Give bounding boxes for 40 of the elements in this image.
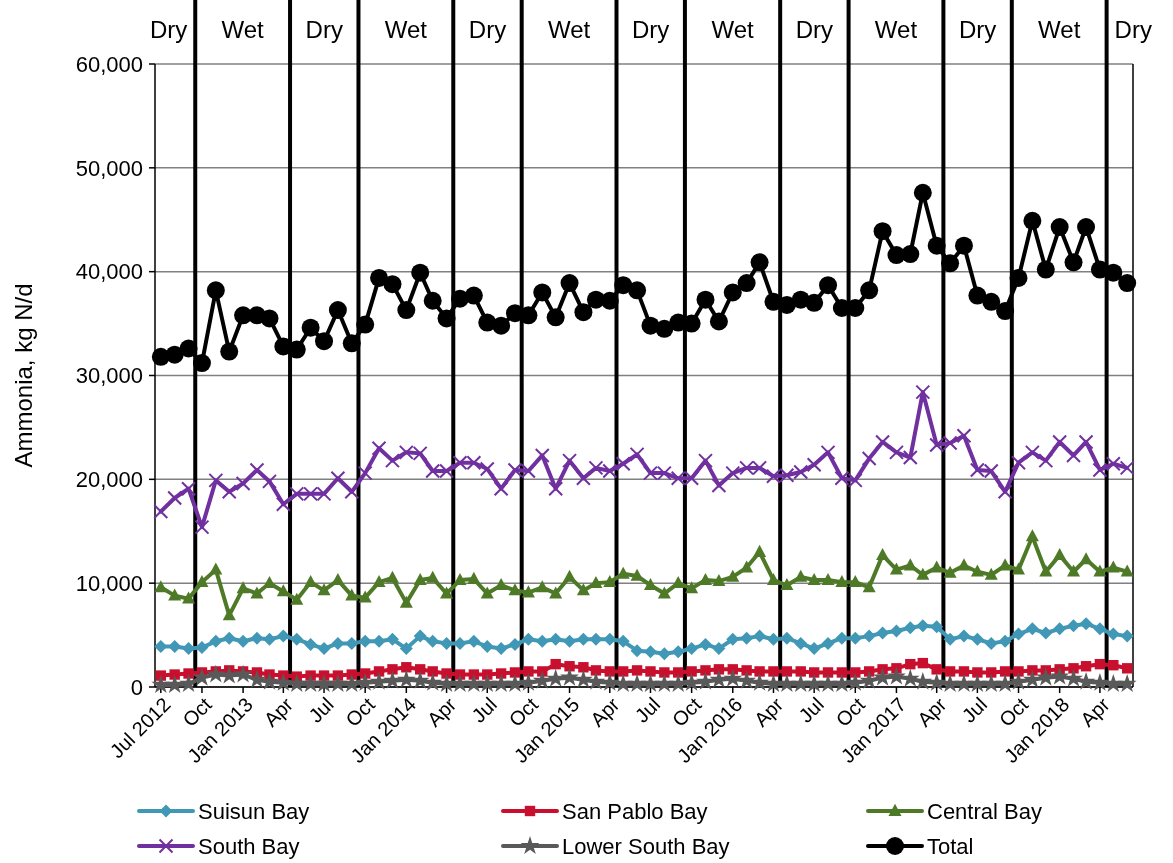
x-tick-label: Jul (794, 693, 828, 727)
x-tick-label: Apr (749, 692, 788, 731)
y-tick-label: 50,000 (75, 155, 143, 181)
legend-label: San Pablo Bay (562, 798, 708, 824)
x-tick-label: Oct (667, 692, 706, 731)
legend-label: Suisun Bay (198, 798, 310, 824)
text: Wet (547, 16, 591, 44)
x-tick-label: Jul (630, 693, 665, 727)
y-tick-label: 20,000 (75, 467, 143, 493)
text: Dry (305, 16, 343, 44)
text: Wet (384, 16, 428, 44)
x-tick-label: Jul (304, 693, 338, 727)
text: Wet (711, 16, 754, 44)
legend-label: Central Bay (927, 798, 1042, 824)
y-axis-title: Ammonia, kg N/d (10, 283, 37, 468)
text: Wet (221, 16, 265, 44)
legend-label: Total (927, 833, 974, 859)
x-tick-label: Apr (259, 692, 298, 731)
x-tick-label: Oct (994, 692, 1033, 731)
text: Dry (958, 16, 997, 44)
x-tick-label: Jul (467, 693, 502, 727)
text: Dry (1114, 16, 1152, 44)
y-tick-label: 30,000 (75, 363, 143, 389)
legend-label: Lower South Bay (562, 833, 730, 859)
text: Wet (874, 16, 918, 44)
x-tick-label: Apr (422, 692, 461, 731)
text: Wet (1038, 16, 1081, 44)
y-tick-label: 40,000 (75, 259, 143, 285)
text: Dry (795, 16, 834, 44)
x-tick-label: Jul (957, 693, 992, 727)
text: Dry (632, 16, 670, 44)
text: Dry (468, 16, 507, 44)
text: Dry (149, 16, 188, 44)
y-tick-label: 10,000 (75, 570, 143, 596)
x-tick-label: Apr (912, 692, 951, 731)
y-tick-label: 0 (130, 674, 143, 700)
x-tick-label: Apr (586, 692, 624, 731)
legend-label: South Bay (198, 833, 300, 859)
x-tick-label: Apr (1076, 692, 1114, 731)
y-tick-label: 60,000 (75, 51, 143, 77)
